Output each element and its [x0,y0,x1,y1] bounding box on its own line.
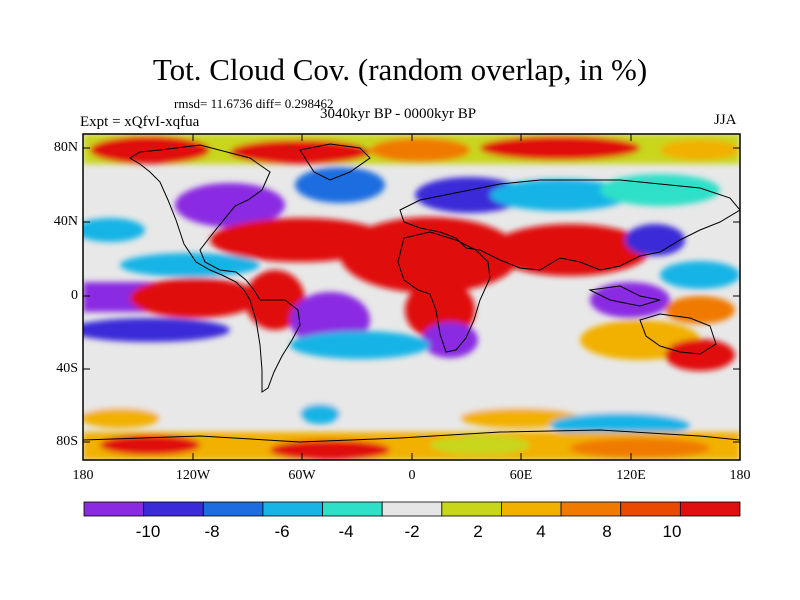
colorbar-tick-label: -8 [204,522,220,541]
lon-tick-label: 0 [408,468,416,483]
lat-tick-label: 40S [56,361,78,376]
colorbar-swatch [679,501,741,517]
colorbar-swatch [381,501,443,517]
lat-tick-label: 40N [53,214,78,229]
colorbar-swatch [83,501,145,517]
experiment-label: Expt = xQfvI-xqfua [80,114,200,130]
lat-tick-label: 80N [53,140,78,155]
colorbar-tick-label: 2 [473,522,483,541]
colorbar-swatch [501,501,562,517]
colorbar-swatch [620,501,681,517]
colorbar-swatch [322,501,383,517]
coastlines [83,143,740,443]
colorbar-tick-label: -6 [274,522,290,541]
colorbar-tick-label: 10 [662,522,682,541]
stats-label: rmsd= 11.6736 diff= 0.298462 [174,96,334,111]
lon-tick-label: 180 [729,468,751,483]
colorbar-tick-label: -2 [404,522,420,541]
cloud-anomaly-field [83,134,740,460]
lon-tick-label: 60E [509,468,533,483]
figure-title: Tot. Cloud Cov. (random overlap, in %) [152,52,648,87]
colorbar-swatch [143,501,204,517]
colorbar-swatch [202,501,264,517]
colorbar-swatch [262,501,323,517]
colorbar-tick-label: 4 [536,522,546,541]
colorbar [83,501,741,517]
season-label: JJA [714,112,737,128]
lat-tick-label: 80S [56,434,78,449]
axis-ticks [82,134,741,460]
colorbar-tick-label: 8 [602,522,612,541]
colorbar-tick-label: -10 [135,522,161,541]
lon-tick-label: 120E [616,468,646,483]
lon-tick-label: 60W [288,468,316,483]
colorbar-tick-label: -4 [338,522,354,541]
lat-tick-label: 0 [71,288,78,303]
lon-tick-label: 120W [175,468,211,483]
period-label: 3040kyr BP - 0000kyr BP [320,106,477,122]
colorbar-swatch [560,501,622,517]
lon-tick-label: 180 [72,468,94,483]
colorbar-swatch [441,501,502,517]
